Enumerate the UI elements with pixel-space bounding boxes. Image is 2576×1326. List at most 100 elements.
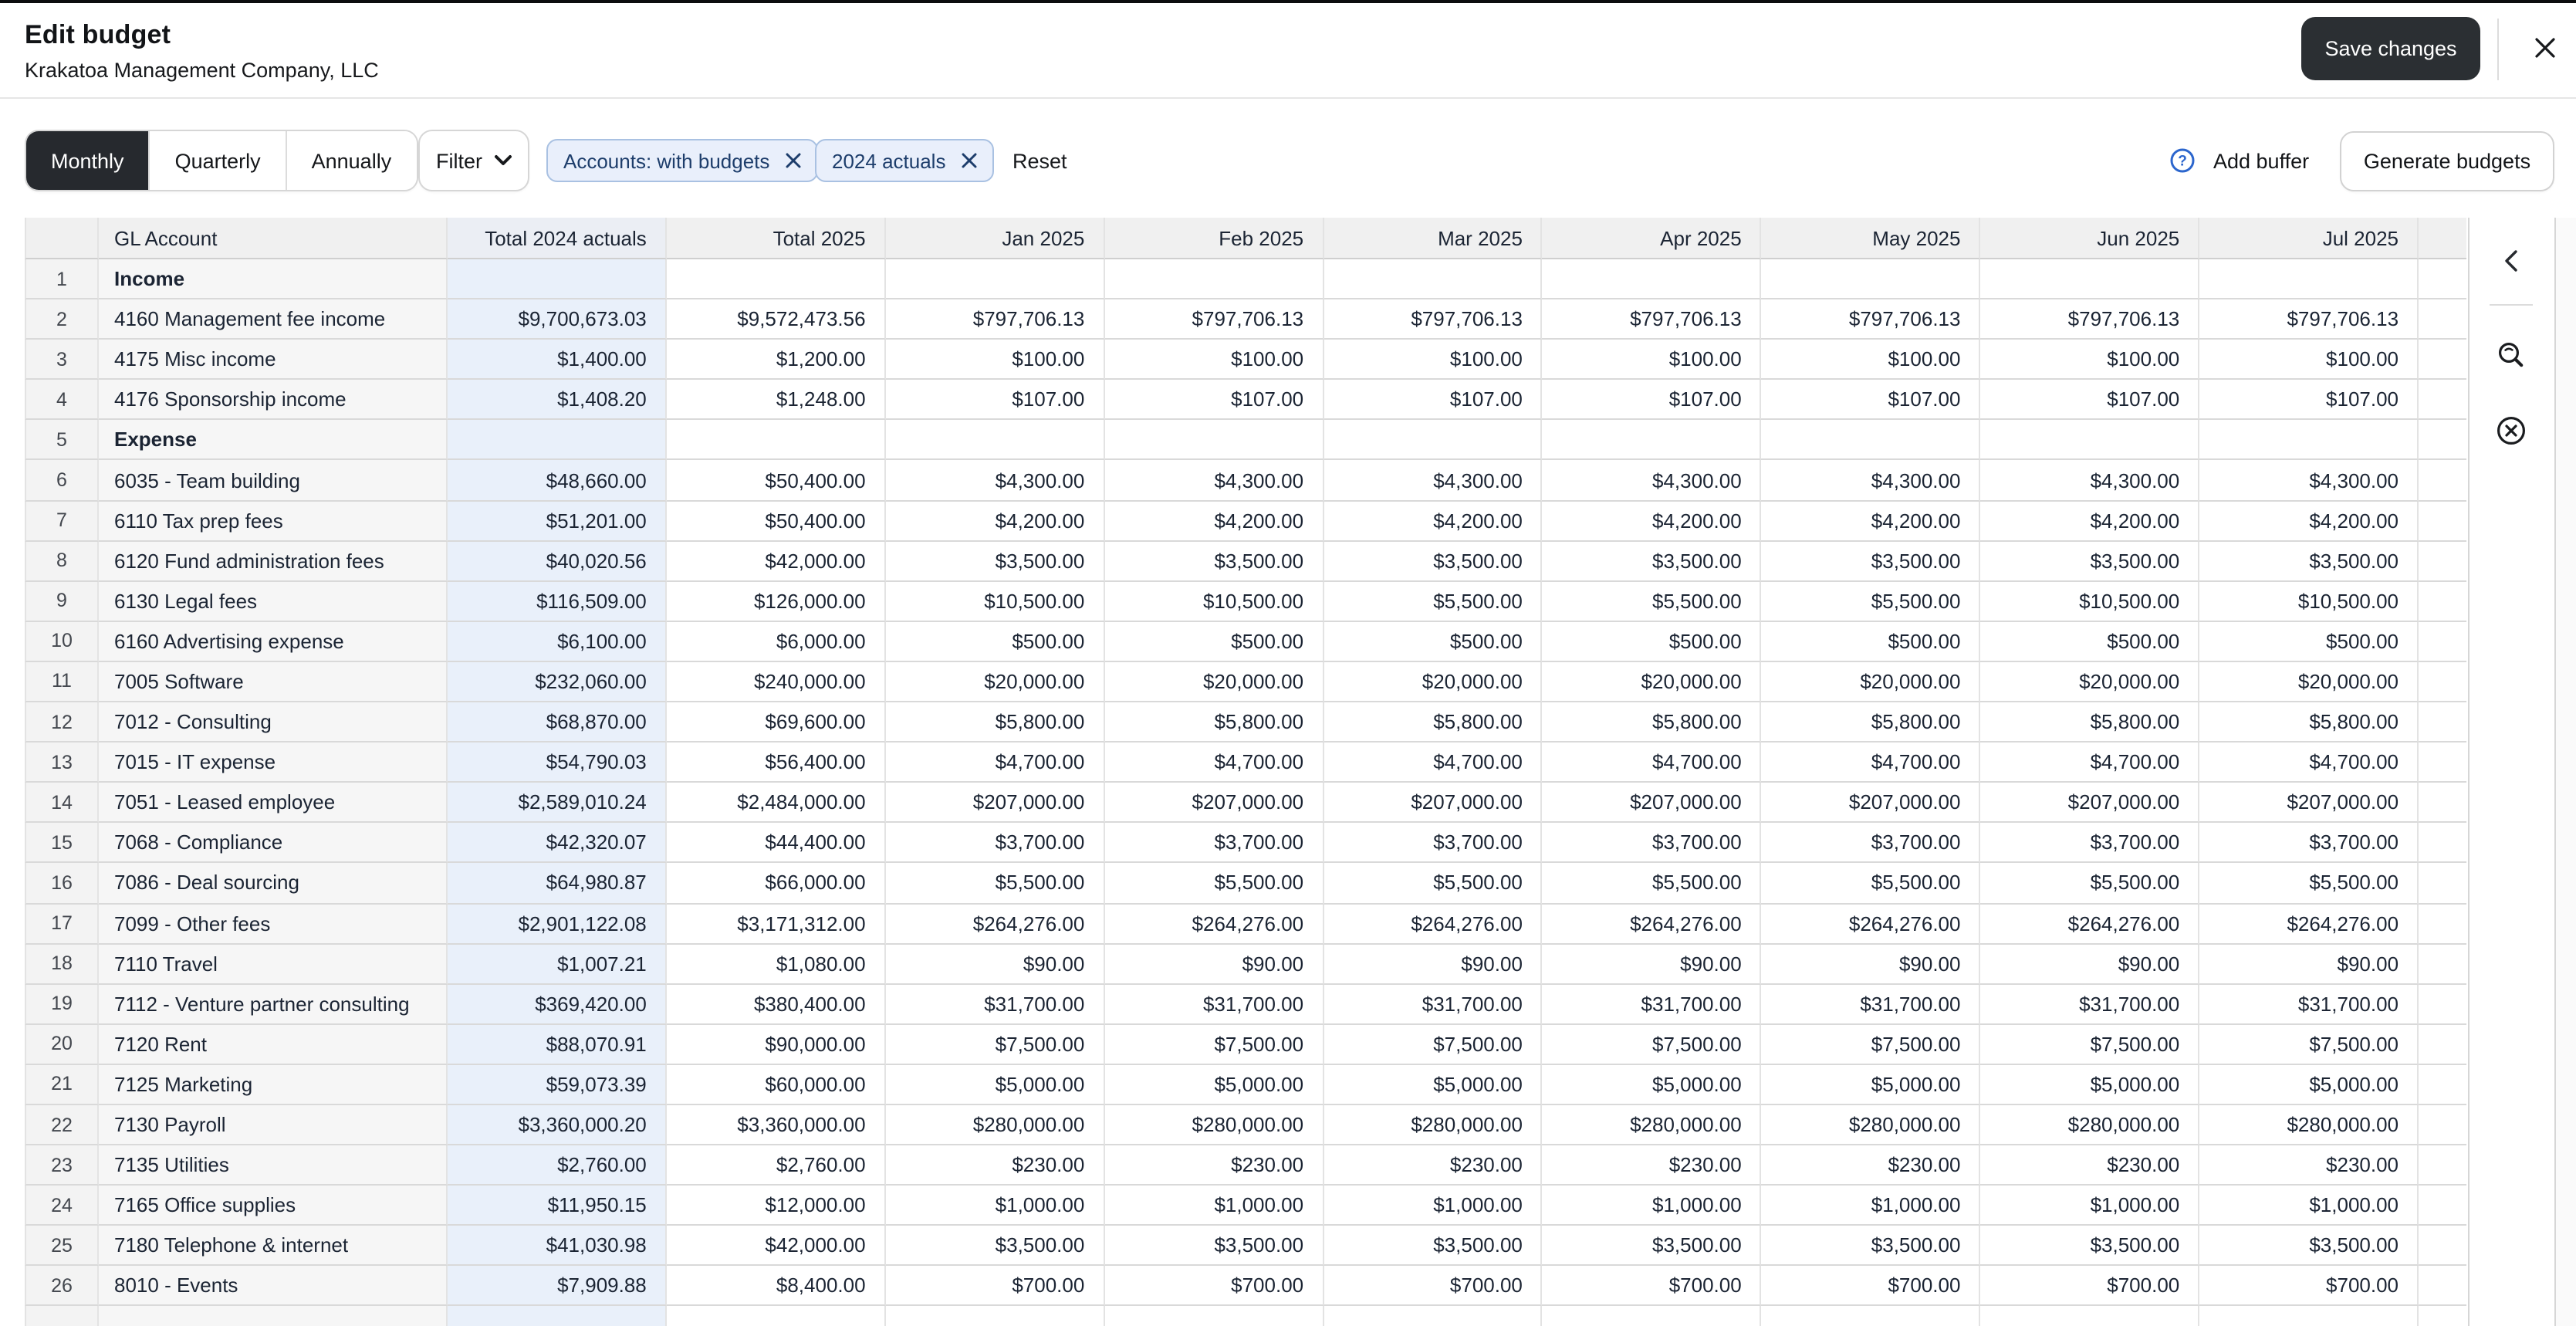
cell-value[interactable]: $232,060.00 (448, 662, 667, 702)
cell-value[interactable]: $1,000.00 (1980, 1186, 2199, 1226)
cell-value[interactable]: $3,500.00 (1104, 1226, 1323, 1267)
cell-value[interactable]: $5,500.00 (1543, 864, 1762, 904)
cell-value[interactable]: $207,000.00 (886, 783, 1105, 823)
cell-value[interactable]: $1,007.21 (448, 944, 667, 984)
cell-value[interactable]: $5,000.00 (1980, 1065, 2199, 1105)
cell-account[interactable]: 7051 - Leased employee (99, 783, 448, 823)
cell-value[interactable]: $264,276.00 (1323, 904, 1543, 944)
cell-account[interactable]: 7015 - IT expense (99, 742, 448, 783)
cell-value[interactable]: $5,800.00 (1980, 702, 2199, 742)
cell-value[interactable]: $90.00 (1980, 944, 2199, 984)
cell-account[interactable]: 7120 Rent (99, 1025, 448, 1065)
cell-value[interactable]: $264,276.00 (1762, 904, 1981, 944)
cell-value[interactable]: $4,700.00 (1323, 742, 1543, 783)
cell-value[interactable]: $5,500.00 (1323, 582, 1543, 622)
cell-value[interactable] (1980, 259, 2199, 299)
cell-value[interactable]: $4,200.00 (1980, 501, 2199, 541)
cell-value[interactable]: $2,901,122.08 (448, 904, 667, 944)
cell-value[interactable]: $264,276.00 (2199, 904, 2419, 944)
cell-account[interactable]: 8010 - Events (99, 1267, 448, 1307)
cell-value[interactable]: $4,200.00 (1762, 501, 1981, 541)
cell-value[interactable]: $280,000.00 (886, 1105, 1105, 1145)
cell-value[interactable]: $207,000.00 (2199, 783, 2419, 823)
cell-value[interactable]: $107.00 (886, 381, 1105, 421)
cell-value[interactable] (886, 259, 1105, 299)
cell-value[interactable]: $797,706.13 (1980, 299, 2199, 340)
cell-value[interactable]: $100.00 (1980, 340, 2199, 380)
cell-value[interactable]: $41,030.98 (448, 1226, 667, 1267)
cell-value[interactable]: $4,700.00 (1980, 742, 2199, 783)
cell-value[interactable]: $700.00 (1980, 1267, 2199, 1307)
cell-value[interactable]: $4,300.00 (1323, 461, 1543, 501)
cell-value[interactable]: $1,000.00 (886, 1186, 1105, 1226)
cell-value[interactable]: $6,100.00 (448, 622, 667, 662)
cell-value[interactable]: $500.00 (1323, 622, 1543, 662)
cell-value[interactable] (2199, 421, 2419, 461)
cell-value[interactable]: $7,500.00 (886, 1025, 1105, 1065)
cell-value[interactable]: $3,360,000.00 (667, 1105, 886, 1145)
cell-value[interactable] (1980, 421, 2199, 461)
cell-value[interactable]: $207,000.00 (1543, 783, 1762, 823)
cell-value[interactable]: $700.00 (1543, 1267, 1762, 1307)
cell-value[interactable]: $5,000.00 (1104, 1065, 1323, 1105)
help-question-icon[interactable]: ? (2170, 148, 2195, 173)
cell-value[interactable]: $5,000.00 (1543, 1065, 1762, 1105)
cell-value[interactable]: $280,000.00 (1104, 1105, 1323, 1145)
cell-value[interactable]: $7,500.00 (1104, 1025, 1323, 1065)
cell-value[interactable]: $230.00 (1762, 1145, 1981, 1186)
cell-value[interactable]: $3,700.00 (2199, 824, 2419, 864)
tab-quarterly[interactable]: Quarterly (149, 131, 286, 190)
cell-value[interactable]: $10,500.00 (2199, 582, 2419, 622)
cell-value[interactable]: $500.00 (1543, 622, 1762, 662)
cell-value[interactable]: $107.00 (1543, 381, 1762, 421)
cell-value[interactable]: $48,660.00 (448, 461, 667, 501)
cell-value[interactable]: $20,000.00 (886, 662, 1105, 702)
cell-value[interactable]: $4,200.00 (1104, 501, 1323, 541)
cell-value[interactable]: $4,300.00 (1104, 461, 1323, 501)
cell-value[interactable]: $3,700.00 (886, 824, 1105, 864)
cell-value[interactable]: $3,171,312.00 (667, 904, 886, 944)
cell-value[interactable]: $5,800.00 (1543, 702, 1762, 742)
remove-chip-icon[interactable] (785, 153, 800, 168)
cell-account[interactable]: 7012 - Consulting (99, 702, 448, 742)
cell-value[interactable]: $7,909.88 (448, 1267, 667, 1307)
cell-value[interactable]: $7,500.00 (2199, 1025, 2419, 1065)
cell-value[interactable] (1323, 259, 1543, 299)
cell-value[interactable]: $10,500.00 (886, 582, 1105, 622)
cell-value[interactable]: $31,700.00 (1323, 984, 1543, 1024)
cell-value[interactable]: $5,800.00 (2199, 702, 2419, 742)
cell-value[interactable]: $90,000.00 (667, 1025, 886, 1065)
cell-value[interactable]: $230.00 (1980, 1145, 2199, 1186)
cell-value[interactable]: $20,000.00 (2199, 662, 2419, 702)
cell-value[interactable]: $230.00 (1104, 1145, 1323, 1186)
filter-chip-accounts-with-budgets[interactable]: Accounts: with budgets (546, 139, 817, 182)
cell-value[interactable]: $230.00 (886, 1145, 1105, 1186)
cell-value[interactable]: $500.00 (1762, 622, 1981, 662)
cell-value[interactable]: $4,300.00 (1543, 461, 1762, 501)
cell-value[interactable]: $1,400.00 (448, 340, 667, 380)
cell-value[interactable] (448, 259, 667, 299)
cell-value[interactable] (667, 1307, 886, 1326)
cell-value[interactable]: $3,500.00 (1762, 541, 1981, 581)
cell-value[interactable] (1543, 421, 1762, 461)
cell-value[interactable] (1323, 421, 1543, 461)
cell-value[interactable]: $1,248.00 (667, 381, 886, 421)
cell-value[interactable]: $700.00 (886, 1267, 1105, 1307)
cell-value[interactable] (1762, 259, 1981, 299)
cell-value[interactable]: $4,700.00 (1543, 742, 1762, 783)
cell-value[interactable]: $1,200.00 (667, 340, 886, 380)
cell-value[interactable]: $69,600.00 (667, 702, 886, 742)
cell-value[interactable]: $369,420.00 (448, 984, 667, 1024)
cell-value[interactable]: $264,276.00 (1980, 904, 2199, 944)
cell-value[interactable]: $280,000.00 (2199, 1105, 2419, 1145)
cell-account[interactable]: 6160 Advertising expense (99, 622, 448, 662)
cell-value[interactable]: $4,300.00 (2199, 461, 2419, 501)
cell-value[interactable]: $230.00 (2199, 1145, 2419, 1186)
cell-value[interactable]: $5,800.00 (886, 702, 1105, 742)
cell-value[interactable]: $20,000.00 (1323, 662, 1543, 702)
cell-value[interactable]: $2,760.00 (667, 1145, 886, 1186)
cell-value[interactable] (1104, 259, 1323, 299)
cell-account[interactable]: 6035 - Team building (99, 461, 448, 501)
cell-value[interactable]: $700.00 (1323, 1267, 1543, 1307)
cell-value[interactable]: $3,700.00 (1104, 824, 1323, 864)
